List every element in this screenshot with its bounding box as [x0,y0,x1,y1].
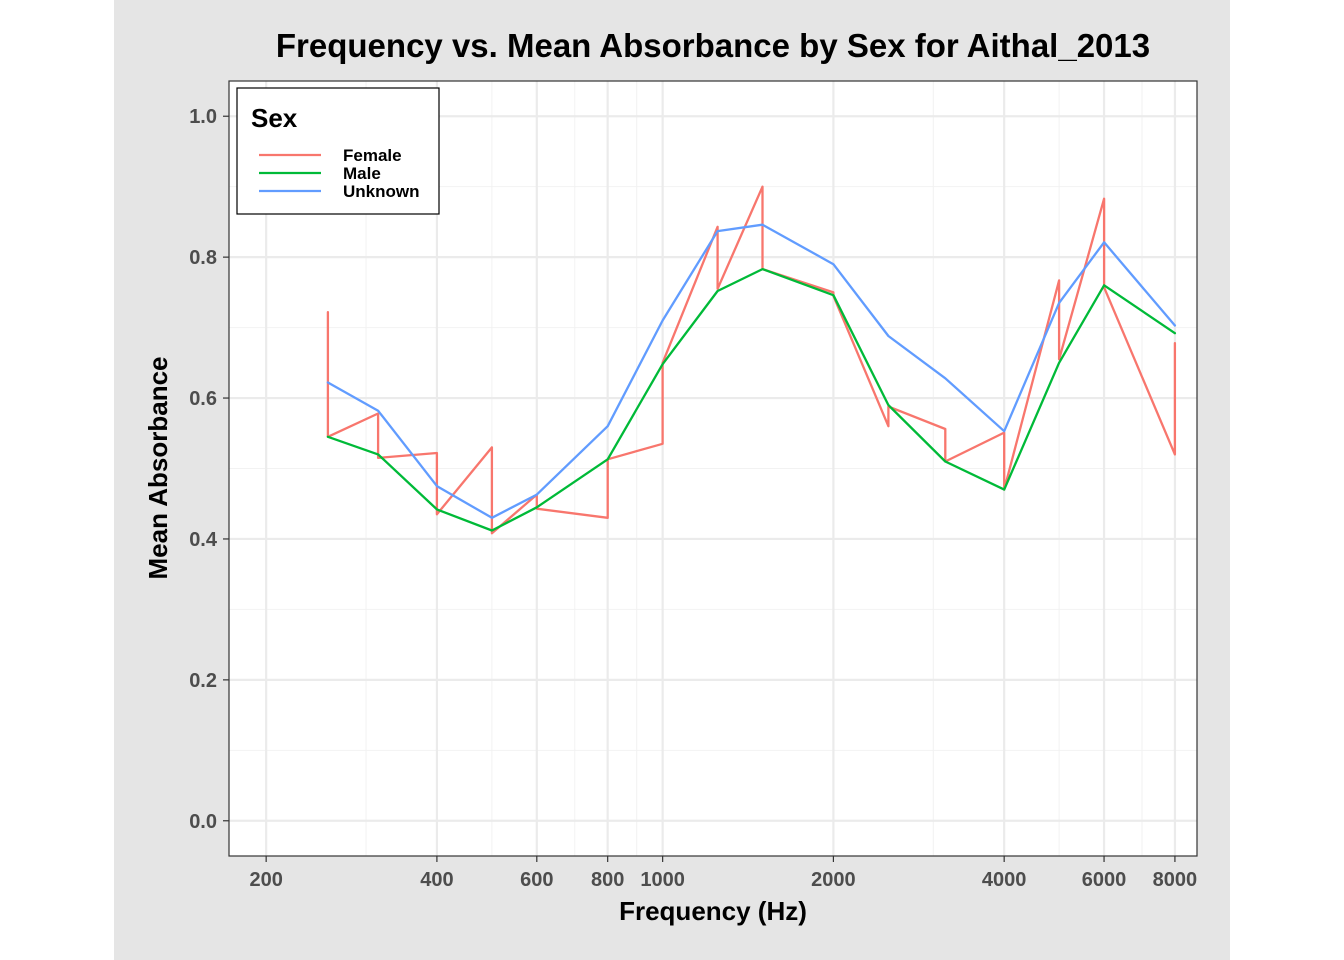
series-line-female [326,185,1177,535]
legend-title: Sex [251,103,298,133]
x-tick-label: 4000 [982,869,1027,891]
x-tick-label: 1000 [640,869,685,891]
x-tick-label: 6000 [1082,869,1127,891]
series-layer [326,185,1177,535]
series-line-unknown [326,223,1177,519]
y-tick-label: 0.0 [189,811,217,833]
y-tick-label: 0.2 [189,670,217,692]
series-line-male [326,267,1177,532]
legend-label-female: Female [343,146,402,165]
y-axis-title: Mean Absorbance [143,357,173,580]
x-axis-title: Frequency (Hz) [619,896,807,926]
chart-title: Frequency vs. Mean Absorbance by Sex for… [276,27,1150,64]
x-tick-label: 2000 [811,869,856,891]
x-tick-label: 200 [249,869,282,891]
x-tick-label: 8000 [1153,869,1198,891]
legend-box [236,87,440,215]
x-tick-label: 800 [591,869,624,891]
plot-border [228,80,1198,857]
y-tick-label: 1.0 [189,106,217,128]
y-tick-label: 0.6 [189,388,217,410]
legend-label-male: Male [343,164,381,183]
axes: 200 400 600 800 1000 2000 4000 6000 8000 0.0 0.2 0.… [189,106,1197,891]
x-tick-label: 600 [520,869,553,891]
y-tick-label: 0.4 [189,529,218,551]
x-tick-label: 400 [420,869,453,891]
legend-label-unknown: Unknown [343,182,420,201]
y-tick-label: 0.8 [189,247,217,269]
